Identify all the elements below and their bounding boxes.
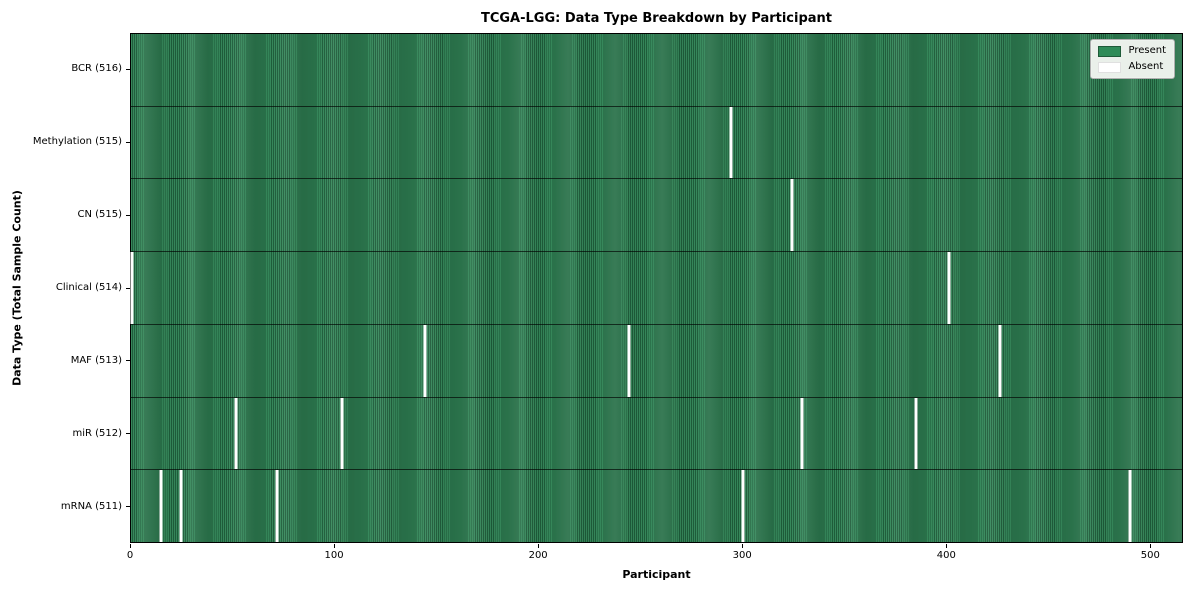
row-cn [131, 178, 1182, 252]
x-tick-label-300: 300 [732, 550, 752, 561]
y-tick-label-cn: CN (515) [77, 209, 122, 221]
legend-entry-absent: Absent [1098, 61, 1166, 73]
absent-bar-mir-329 [800, 397, 804, 470]
absent-bar-maf-244 [627, 324, 631, 397]
legend: Present Absent [1090, 39, 1175, 79]
chart-title: TCGA-LGG: Data Type Breakdown by Partici… [480, 11, 833, 26]
y-tick-mark [126, 287, 130, 289]
absent-bar-mir-103 [340, 397, 344, 470]
y-tick-label-methylation: Methylation (515) [32, 136, 122, 148]
x-tick-label-100: 100 [324, 550, 344, 561]
absent-bar-mrna-71 [275, 470, 279, 543]
absent-bar-mrna-300 [741, 470, 745, 543]
x-tick-mark [946, 544, 948, 548]
x-tick-mark [742, 544, 744, 548]
row-bcr [131, 34, 1182, 106]
present-swatch [1098, 45, 1122, 57]
absent-bar-maf-426 [998, 324, 1002, 397]
x-tick-mark [1150, 544, 1152, 548]
absent-bar-mir-385 [914, 397, 918, 470]
y-tick-label-maf: MAF (513) [70, 354, 122, 366]
row-clinical [130, 251, 1182, 324]
legend-entry-present: Present [1098, 45, 1166, 57]
y-tick-label-mrna: mRNA (511) [60, 500, 122, 512]
x-tick-mark [334, 544, 336, 548]
absent-bar-mrna-24 [179, 470, 183, 543]
row-mir [131, 396, 1182, 470]
absent-bar-mrna-490 [1128, 470, 1132, 543]
x-tick-label-500: 500 [1140, 550, 1160, 561]
y-tick-label-mir: miR (512) [72, 427, 122, 439]
y-tick-mark [126, 68, 130, 70]
absent-bar-mir-51 [234, 397, 238, 470]
y-tick-mark [126, 506, 130, 508]
y-tick-mark [126, 360, 130, 362]
x-tick-label-200: 200 [528, 550, 548, 561]
row-methylation [131, 105, 1182, 179]
x-axis-label: Participant [622, 568, 691, 581]
absent-bar-clinical-401 [947, 252, 951, 324]
row-maf [131, 323, 1182, 397]
x-tick-mark [130, 544, 131, 548]
y-tick-label-bcr: BCR (516) [71, 63, 122, 75]
y-tick-label-clinical: Clinical (514) [55, 282, 122, 293]
absent-bar-cn-324 [790, 179, 794, 252]
x-tick-label-0: 0 [126, 550, 134, 561]
y-tick-mark [126, 433, 130, 435]
plot-area: Present Absent [130, 33, 1183, 543]
absent-bar-maf-144 [423, 324, 427, 397]
y-tick-mark [126, 141, 130, 143]
legend-label-present: Present [1128, 45, 1166, 56]
row-mrna [131, 469, 1182, 543]
absent-bar-methylation-294 [729, 106, 733, 179]
x-tick-mark [538, 544, 540, 548]
absent-bar-mrna-14 [159, 470, 163, 543]
x-tick-label-400: 400 [936, 550, 956, 561]
legend-label-absent: Absent [1128, 61, 1164, 72]
absent-swatch [1098, 61, 1122, 73]
absent-bar-clinical-0 [130, 252, 134, 324]
y-tick-mark [126, 214, 130, 216]
